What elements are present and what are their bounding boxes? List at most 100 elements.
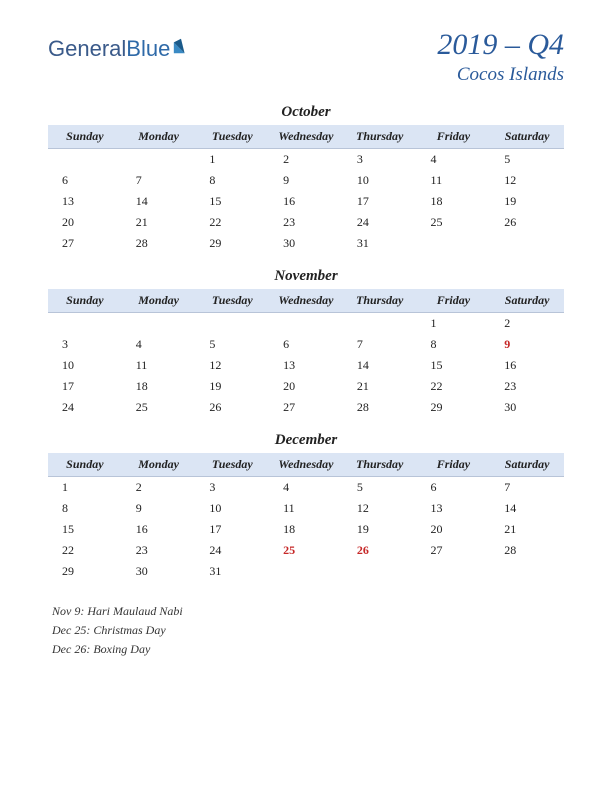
calendar-cell: 24 xyxy=(343,212,417,233)
calendar-cell: 14 xyxy=(343,355,417,376)
calendar-cell: 14 xyxy=(122,191,196,212)
calendar-cell: 8 xyxy=(48,498,122,519)
calendar-cell: 25 xyxy=(122,397,196,418)
calendar-cell: 14 xyxy=(490,498,564,519)
calendar-table: SundayMondayTuesdayWednesdayThursdayFrid… xyxy=(48,125,564,254)
calendar-table: SundayMondayTuesdayWednesdayThursdayFrid… xyxy=(48,289,564,418)
calendar-cell: 21 xyxy=(490,519,564,540)
month-block: October SundayMondayTuesdayWednesdayThurs… xyxy=(48,104,564,254)
calendar-row: 15161718192021 xyxy=(48,519,564,540)
calendar-row: 891011121314 xyxy=(48,498,564,519)
calendar-cell: 13 xyxy=(269,355,343,376)
calendar-cell: 20 xyxy=(269,376,343,397)
holiday-list: Nov 9: Hari Maulaud NabiDec 25: Christma… xyxy=(48,602,564,660)
title-block: 2019 – Q4 Cocos Islands xyxy=(437,28,564,86)
calendar-cell: 31 xyxy=(343,233,417,254)
calendar-cell: 23 xyxy=(490,376,564,397)
calendar-cell: 20 xyxy=(48,212,122,233)
holiday-entry: Dec 26: Boxing Day xyxy=(52,640,564,659)
title-period: 2019 – Q4 xyxy=(437,28,564,62)
calendar-cell: 17 xyxy=(195,519,269,540)
logo: GeneralBlue xyxy=(48,36,190,62)
calendar-cell: 29 xyxy=(417,397,491,418)
calendar-cell: 4 xyxy=(269,477,343,499)
calendar-row: 22232425262728 xyxy=(48,540,564,561)
calendar-cell: 23 xyxy=(122,540,196,561)
calendar-cell xyxy=(122,149,196,171)
logo-icon xyxy=(172,37,190,55)
calendar-cell: 26 xyxy=(343,540,417,561)
calendar-cell: 5 xyxy=(490,149,564,171)
calendar-cell: 22 xyxy=(48,540,122,561)
calendar-cell: 19 xyxy=(195,376,269,397)
day-header: Friday xyxy=(417,453,491,477)
calendar-cell: 30 xyxy=(490,397,564,418)
calendar-cell: 19 xyxy=(490,191,564,212)
calendar-cell: 11 xyxy=(122,355,196,376)
calendar-cell: 28 xyxy=(122,233,196,254)
day-header: Wednesday xyxy=(269,125,343,149)
calendar-cell: 29 xyxy=(48,561,122,582)
calendar-cell xyxy=(490,233,564,254)
calendar-row: 12345 xyxy=(48,149,564,171)
calendar-cell: 6 xyxy=(48,170,122,191)
day-header: Thursday xyxy=(343,125,417,149)
day-header: Sunday xyxy=(48,289,122,313)
day-header: Tuesday xyxy=(195,125,269,149)
calendar-cell: 18 xyxy=(269,519,343,540)
calendar-row: 6789101112 xyxy=(48,170,564,191)
holiday-entry: Nov 9: Hari Maulaud Nabi xyxy=(52,602,564,621)
calendar-cell: 26 xyxy=(195,397,269,418)
calendar-cell: 27 xyxy=(48,233,122,254)
day-header: Saturday xyxy=(490,453,564,477)
calendar-cell: 7 xyxy=(490,477,564,499)
calendar-cell: 1 xyxy=(48,477,122,499)
calendar-cell: 27 xyxy=(269,397,343,418)
calendar-cell xyxy=(490,561,564,582)
calendar-cell: 21 xyxy=(343,376,417,397)
calendar-cell: 8 xyxy=(195,170,269,191)
header: GeneralBlue 2019 – Q4 Cocos Islands xyxy=(48,28,564,86)
calendar-cell: 15 xyxy=(48,519,122,540)
calendar-cell: 2 xyxy=(490,313,564,335)
calendar-cell: 7 xyxy=(122,170,196,191)
calendar-cell: 27 xyxy=(417,540,491,561)
calendar-cell: 7 xyxy=(343,334,417,355)
calendar-cell xyxy=(48,149,122,171)
day-header: Sunday xyxy=(48,453,122,477)
calendar-cell: 15 xyxy=(195,191,269,212)
calendar-cell: 8 xyxy=(417,334,491,355)
calendar-cell xyxy=(195,313,269,335)
calendar-cell: 13 xyxy=(48,191,122,212)
calendar-cell: 9 xyxy=(122,498,196,519)
calendar-cell: 17 xyxy=(343,191,417,212)
calendar-cell: 4 xyxy=(417,149,491,171)
day-header: Thursday xyxy=(343,289,417,313)
month-title: October xyxy=(48,104,564,121)
calendar-cell: 17 xyxy=(48,376,122,397)
calendar-cell: 30 xyxy=(122,561,196,582)
calendar-cell: 25 xyxy=(417,212,491,233)
calendar-cell: 6 xyxy=(417,477,491,499)
calendar-row: 17181920212223 xyxy=(48,376,564,397)
calendar-cell: 12 xyxy=(195,355,269,376)
calendar-cell: 10 xyxy=(48,355,122,376)
calendar-cell: 28 xyxy=(490,540,564,561)
holiday-entry: Dec 25: Christmas Day xyxy=(52,621,564,640)
calendar-row: 20212223242526 xyxy=(48,212,564,233)
day-header: Tuesday xyxy=(195,289,269,313)
calendar-cell: 6 xyxy=(269,334,343,355)
calendar-row: 10111213141516 xyxy=(48,355,564,376)
calendar-cell: 11 xyxy=(269,498,343,519)
calendar-cell: 23 xyxy=(269,212,343,233)
calendar-cell: 22 xyxy=(195,212,269,233)
calendar-cell xyxy=(343,561,417,582)
calendar-cell: 18 xyxy=(122,376,196,397)
calendar-row: 13141516171819 xyxy=(48,191,564,212)
calendar-cell xyxy=(269,313,343,335)
day-header: Monday xyxy=(122,125,196,149)
calendar-cell: 5 xyxy=(343,477,417,499)
calendar-cell: 31 xyxy=(195,561,269,582)
day-header: Saturday xyxy=(490,125,564,149)
month-block: DecemberSundayMondayTuesdayWednesdayThur… xyxy=(48,432,564,582)
